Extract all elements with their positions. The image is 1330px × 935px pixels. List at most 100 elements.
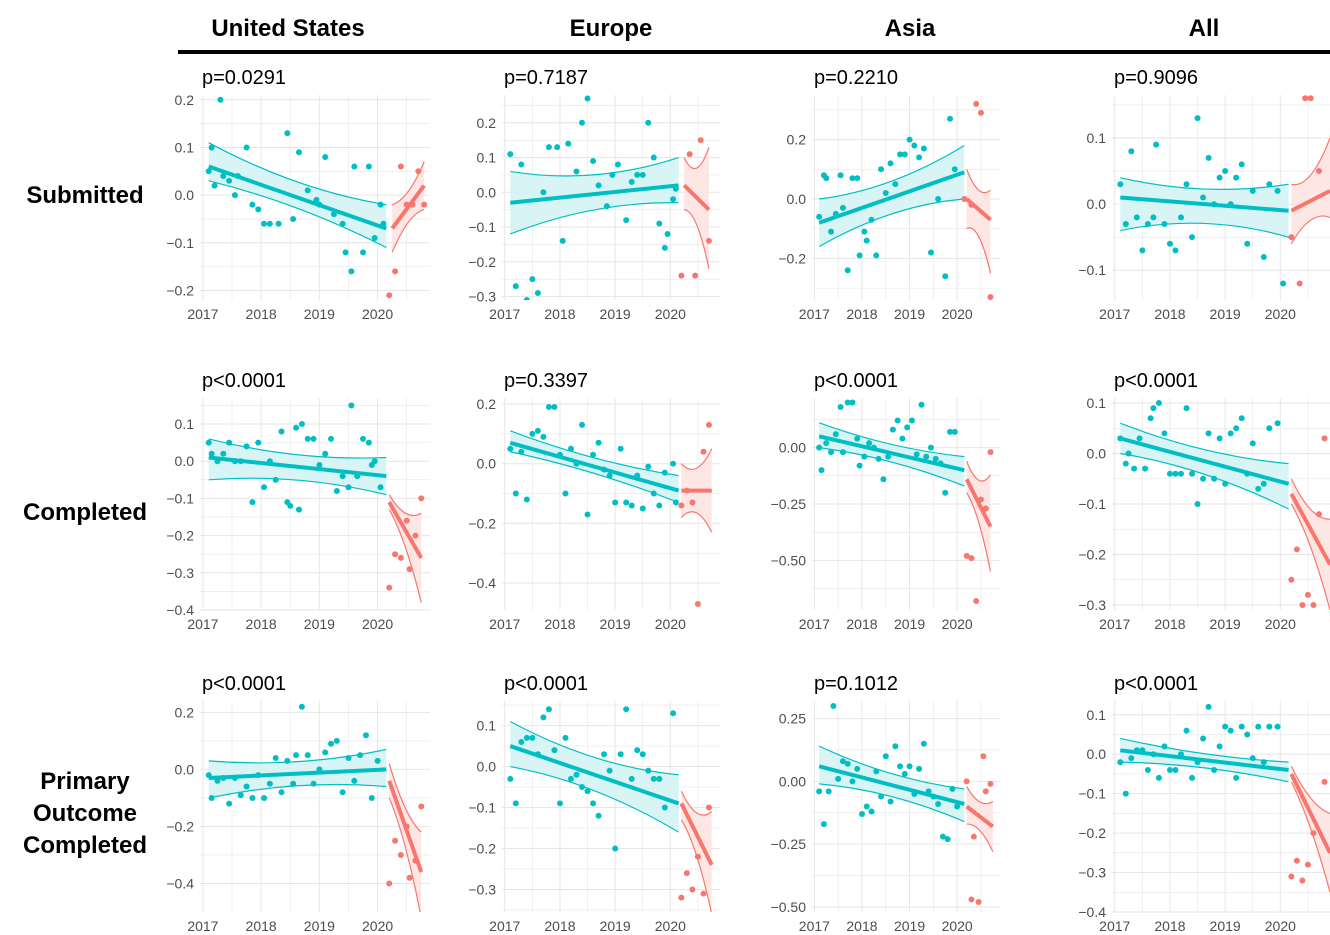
gridlines [200,701,430,912]
x-tick-label: 2020 [1265,616,1296,632]
post-point [977,496,984,503]
pre-point [816,444,823,451]
column-header-all: All [1189,15,1220,42]
post-period-ci-lower [391,208,425,253]
post-point [1321,435,1328,442]
pre-point [255,206,262,213]
pre-point [634,747,641,754]
pre-point [360,249,367,256]
pre-point [875,455,882,462]
pre-point [243,443,250,450]
post-period-ci-upper [1290,478,1330,520]
pre-point [1128,148,1135,155]
x-tick-label: 2017 [1099,306,1130,322]
pre-point [579,421,586,428]
row-label-line: Completed [23,499,147,526]
post-point [705,421,712,428]
post-period-trend-line [1290,189,1330,213]
pre-point [1161,220,1168,227]
pre-point [1144,767,1151,774]
pre-point [670,710,677,717]
pre-point [1255,723,1262,730]
pre-point [567,445,574,452]
y-tick-label: 0.0 [477,759,497,775]
post-point [968,555,975,562]
pre-point [878,166,885,173]
y-tick-label: 0.0 [175,453,195,469]
pre-point [645,767,652,774]
y-tick-label: −0.1 [166,490,194,506]
pre-point [639,505,646,512]
column-header-europe: Europe [570,15,653,42]
pre-point [661,804,668,811]
panel-united-states-primary-outcome-completed: 2017 2018 2019 2020 0.2 0.0 −0.2 −0.4 p<0.0001 [166,673,430,934]
pre-point [534,290,541,297]
post-point [973,100,980,107]
pre-point [234,173,241,180]
pre-point [237,792,244,799]
pre-point [873,252,880,259]
post-period-ci-band [966,169,991,274]
fit-layer [509,430,713,533]
pre-point [887,160,894,167]
pre-point [316,201,323,208]
pre-point [1183,181,1190,188]
pre-point [1122,790,1129,797]
pre-point [816,788,823,795]
pre-period-ci-lower [510,765,679,833]
post-point [678,502,685,509]
pre-point [830,703,837,710]
x-tick-label: 2017 [489,306,520,322]
post-point [1310,830,1317,837]
pre-point [1177,470,1184,477]
points [205,703,425,887]
post-period-trend-line [965,804,995,829]
row-label-line: Completed [23,832,147,859]
pre-point [351,163,358,170]
pre-point [333,737,340,744]
y-tick-label: −0.2 [166,818,194,834]
x-tick-label: 2017 [187,616,218,632]
points [205,96,428,299]
post-point [705,804,712,811]
panel-europe-submitted: 2017 2018 2019 2020 0.2 0.1 0.0 −0.1 −0.2 −0.3 p=0… [468,67,720,322]
pre-point [211,182,218,189]
pre-point [1211,201,1218,208]
column-headers: United States Europe Asia All [178,15,1330,54]
x-tick-label: 2018 [544,306,575,322]
pre-point [1274,723,1281,730]
pre-point [507,445,514,452]
post-period-ci-lower [966,492,992,572]
pre-point [529,276,536,283]
pre-point [1249,440,1256,447]
column-header-united-states: United States [211,15,364,42]
pre-period-ci-upper [819,144,965,200]
pre-point [551,403,558,410]
p-value-label: p<0.0001 [1114,370,1198,392]
pre-point [362,732,369,739]
y-tick-label: −0.4 [166,602,194,618]
pre-period-ci-upper [509,720,679,776]
post-period-ci-lower [966,823,994,852]
pre-point [339,473,346,480]
x-tick-label: 2019 [600,616,631,632]
y-tick-label: 0.2 [175,704,195,720]
pre-period-ci-upper [510,430,679,477]
pre-point [854,765,861,772]
pre-period-ci-upper [208,142,387,206]
pre-point [1238,415,1245,422]
post-point [1304,591,1311,598]
y-tick-label: 0.1 [1087,395,1107,411]
y-tick-label: 0.1 [175,416,195,432]
post-point [386,292,393,299]
y-tick-label: 0.2 [175,92,195,108]
pre-point [889,426,896,433]
pre-point [590,451,597,458]
pre-point [1142,465,1149,472]
pre-point [601,466,608,473]
pre-point [1260,759,1267,766]
pre-point [590,800,597,807]
pre-point [935,800,942,807]
pre-point [1200,194,1207,201]
